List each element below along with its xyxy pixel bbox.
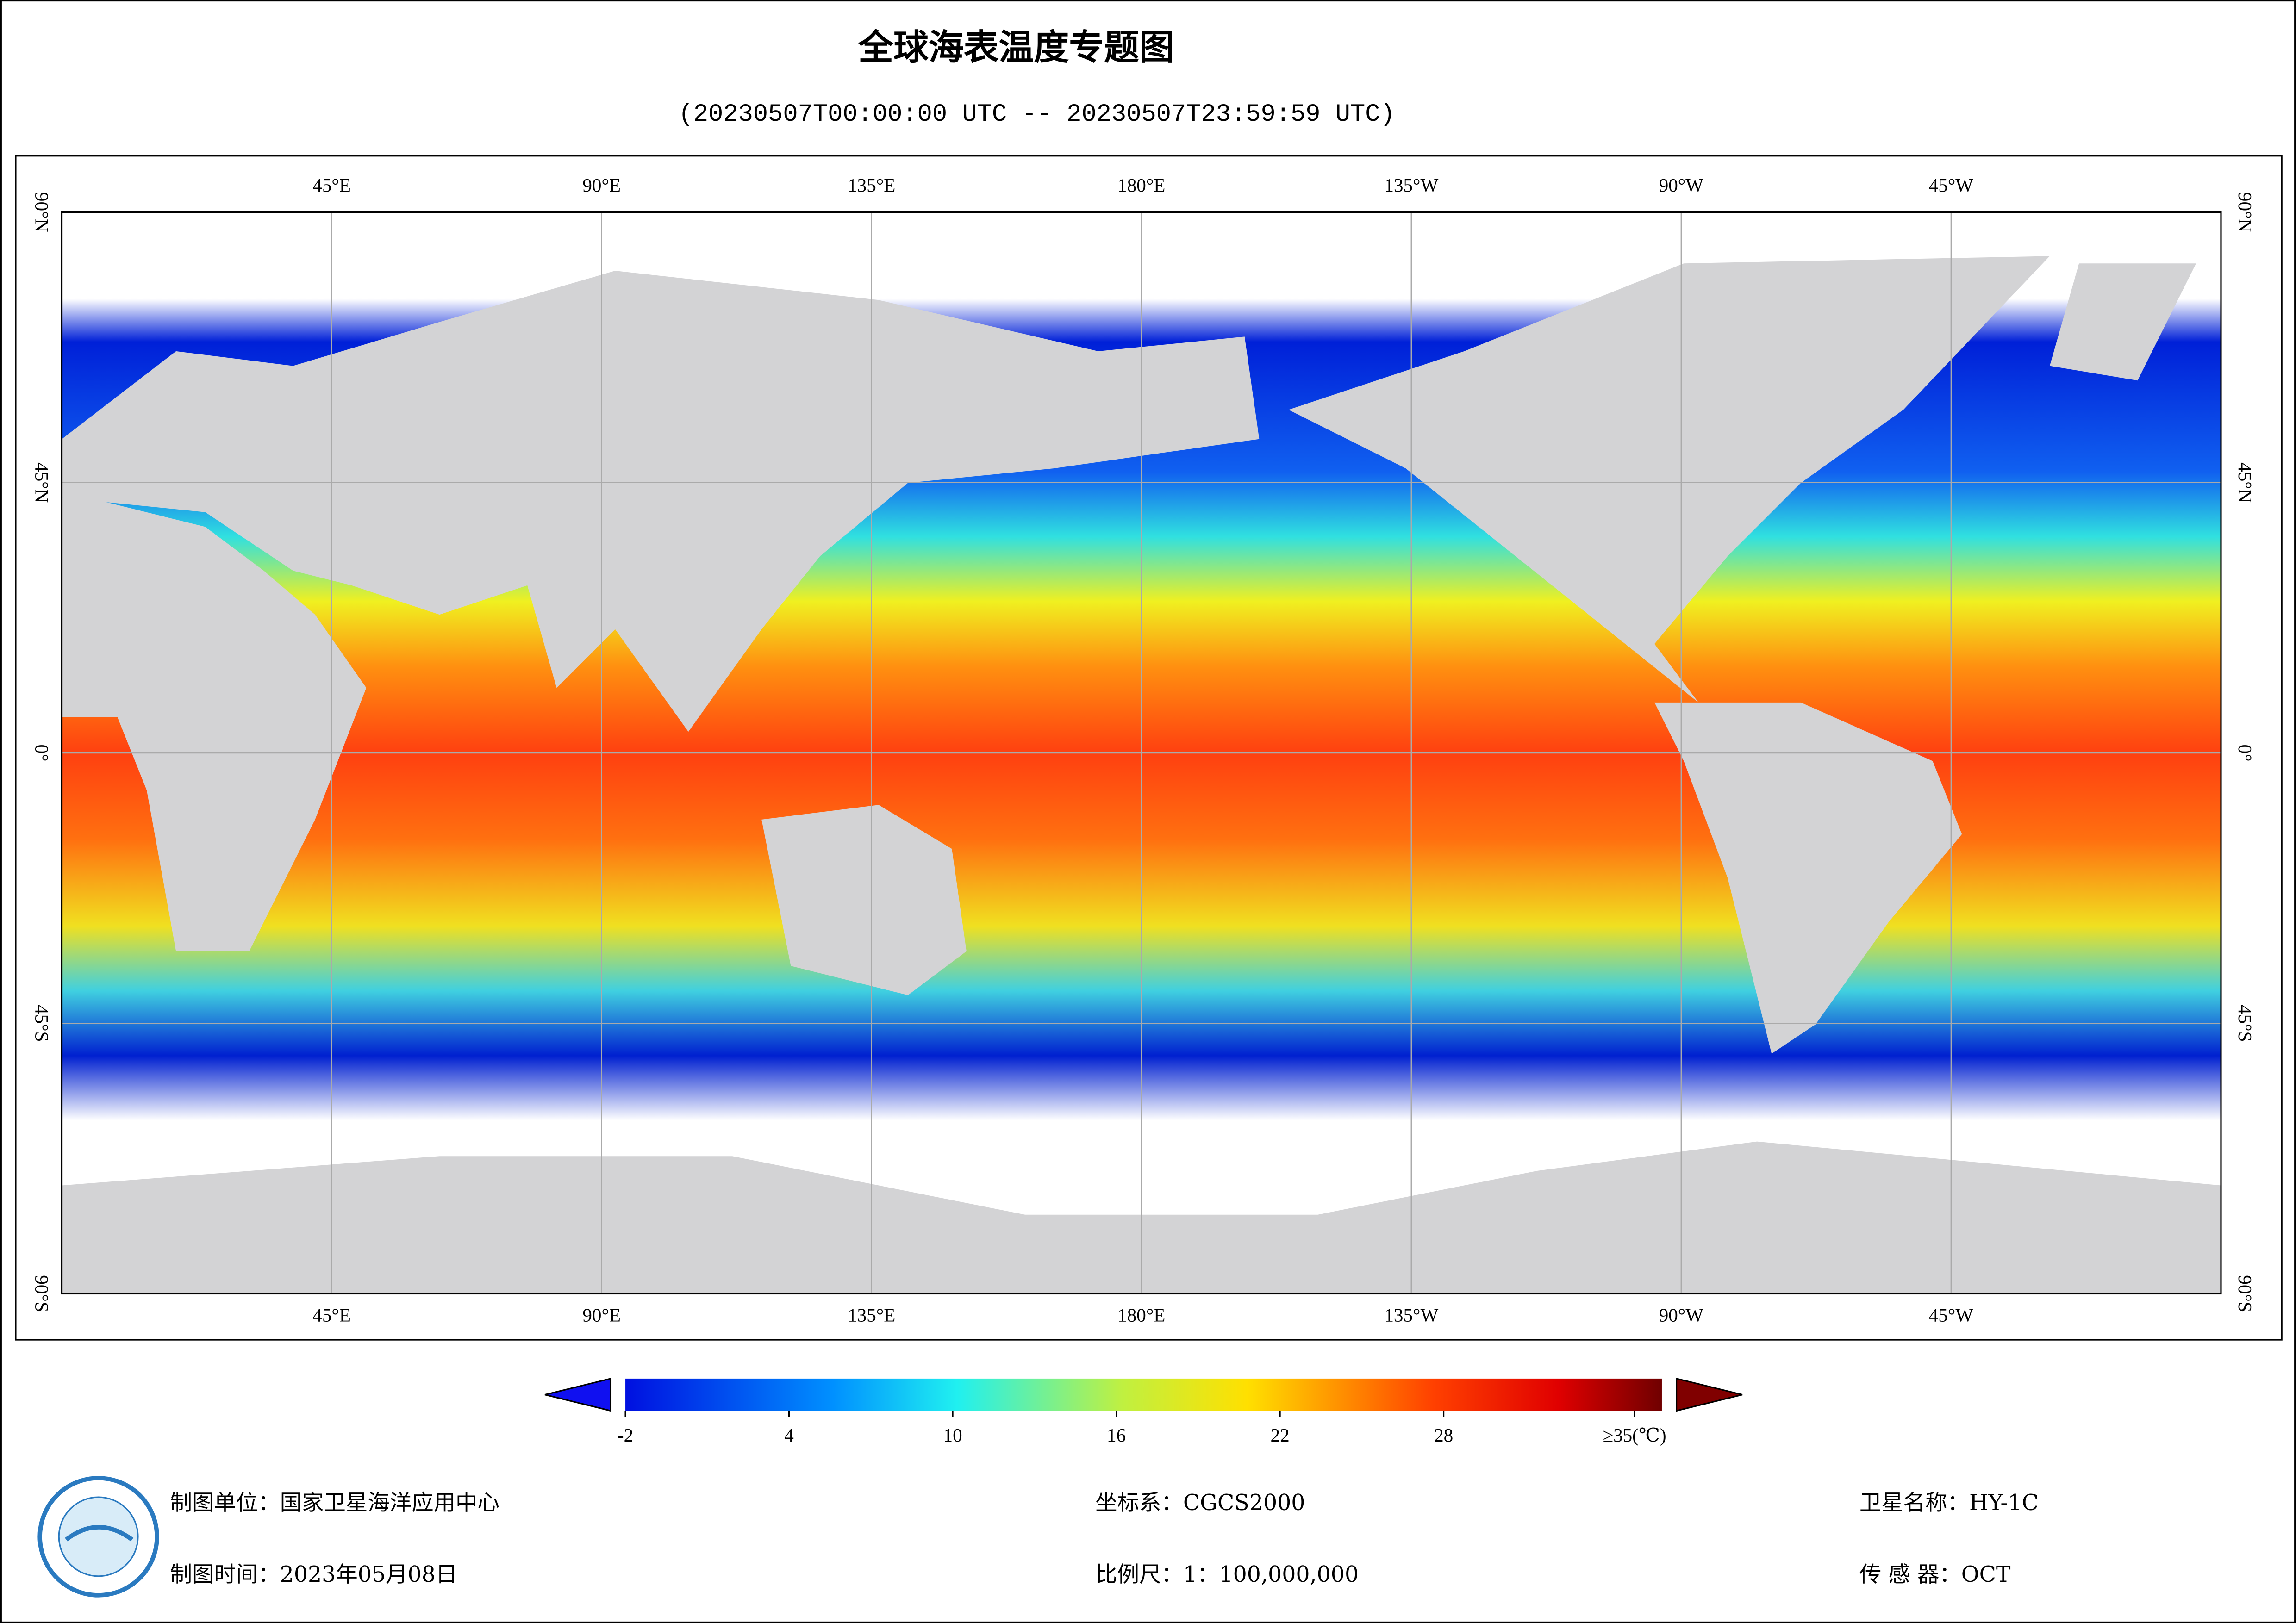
x-tick-label: 180°E bbox=[1117, 174, 1165, 196]
map-border bbox=[61, 211, 2222, 1295]
colorbar-tick-label: ≥35(℃) bbox=[1603, 1424, 1666, 1446]
footer-crs: 坐标系：CGCS2000 bbox=[1095, 1490, 1305, 1516]
x-tick-label: 90°W bbox=[1659, 1305, 1704, 1326]
footer-date: 制图时间：2023年05月08日 bbox=[170, 1562, 458, 1587]
y-tick-label: 0° bbox=[31, 745, 53, 762]
x-tick-label: 45°E bbox=[312, 1305, 351, 1326]
colorbar-tick-label: 4 bbox=[784, 1424, 794, 1446]
x-tick-label: 180°E bbox=[1117, 1305, 1165, 1326]
map bbox=[61, 211, 2222, 1295]
y-tick-label: 90°S bbox=[31, 1275, 53, 1312]
y-tick-label: 45°S bbox=[2234, 1005, 2256, 1042]
y-tick-label: 90°S bbox=[2234, 1275, 2256, 1312]
y-tick-label: 90°N bbox=[2234, 192, 2256, 232]
footer-scale: 比例尺：1：100,000,000 bbox=[1095, 1562, 1359, 1587]
y-tick-label: 45°N bbox=[2234, 462, 2256, 503]
x-tick-label: 45°W bbox=[1929, 174, 1974, 196]
colorbar-tick-label: 16 bbox=[1107, 1424, 1126, 1446]
x-tick-label: 45°E bbox=[312, 174, 351, 196]
x-tick-label: 135°W bbox=[1384, 174, 1438, 196]
colorbar-tick-label: 10 bbox=[943, 1424, 962, 1446]
y-tick-label: 0° bbox=[2234, 745, 2256, 762]
x-tick-label: 90°W bbox=[1659, 174, 1704, 196]
logo bbox=[37, 1476, 159, 1598]
colorbar-over bbox=[1676, 1377, 1743, 1412]
y-tick-label: 90°N bbox=[31, 192, 53, 232]
footer-unit: 制图单位：国家卫星海洋应用中心 bbox=[170, 1490, 499, 1516]
colorbar-tick-label: -2 bbox=[618, 1424, 633, 1446]
map-frame bbox=[15, 155, 2283, 1341]
colorbar bbox=[625, 1378, 1662, 1411]
y-tick-label: 45°N bbox=[31, 462, 53, 503]
footer-satellite: 卫星名称：HY-1C bbox=[1859, 1490, 2039, 1516]
x-tick-label: 135°W bbox=[1384, 1305, 1438, 1326]
x-tick-label: 135°E bbox=[848, 1305, 895, 1326]
footer-sensor: 传 感 器：OCT bbox=[1859, 1562, 2011, 1587]
colorbar-under bbox=[544, 1377, 612, 1412]
x-tick-label: 45°W bbox=[1929, 1305, 1974, 1326]
x-tick-label: 90°E bbox=[582, 174, 621, 196]
colorbar-tick-label: 22 bbox=[1271, 1424, 1290, 1446]
subtitle: (20230507T00:00:00 UTC -- 20230507T23:59… bbox=[679, 100, 1395, 129]
x-tick-label: 90°E bbox=[582, 1305, 621, 1326]
colorbar-tick-label: 28 bbox=[1434, 1424, 1453, 1446]
x-tick-label: 135°E bbox=[848, 174, 895, 196]
y-tick-label: 45°S bbox=[31, 1005, 53, 1042]
title: 全球海表温度专题图 bbox=[858, 27, 1174, 68]
